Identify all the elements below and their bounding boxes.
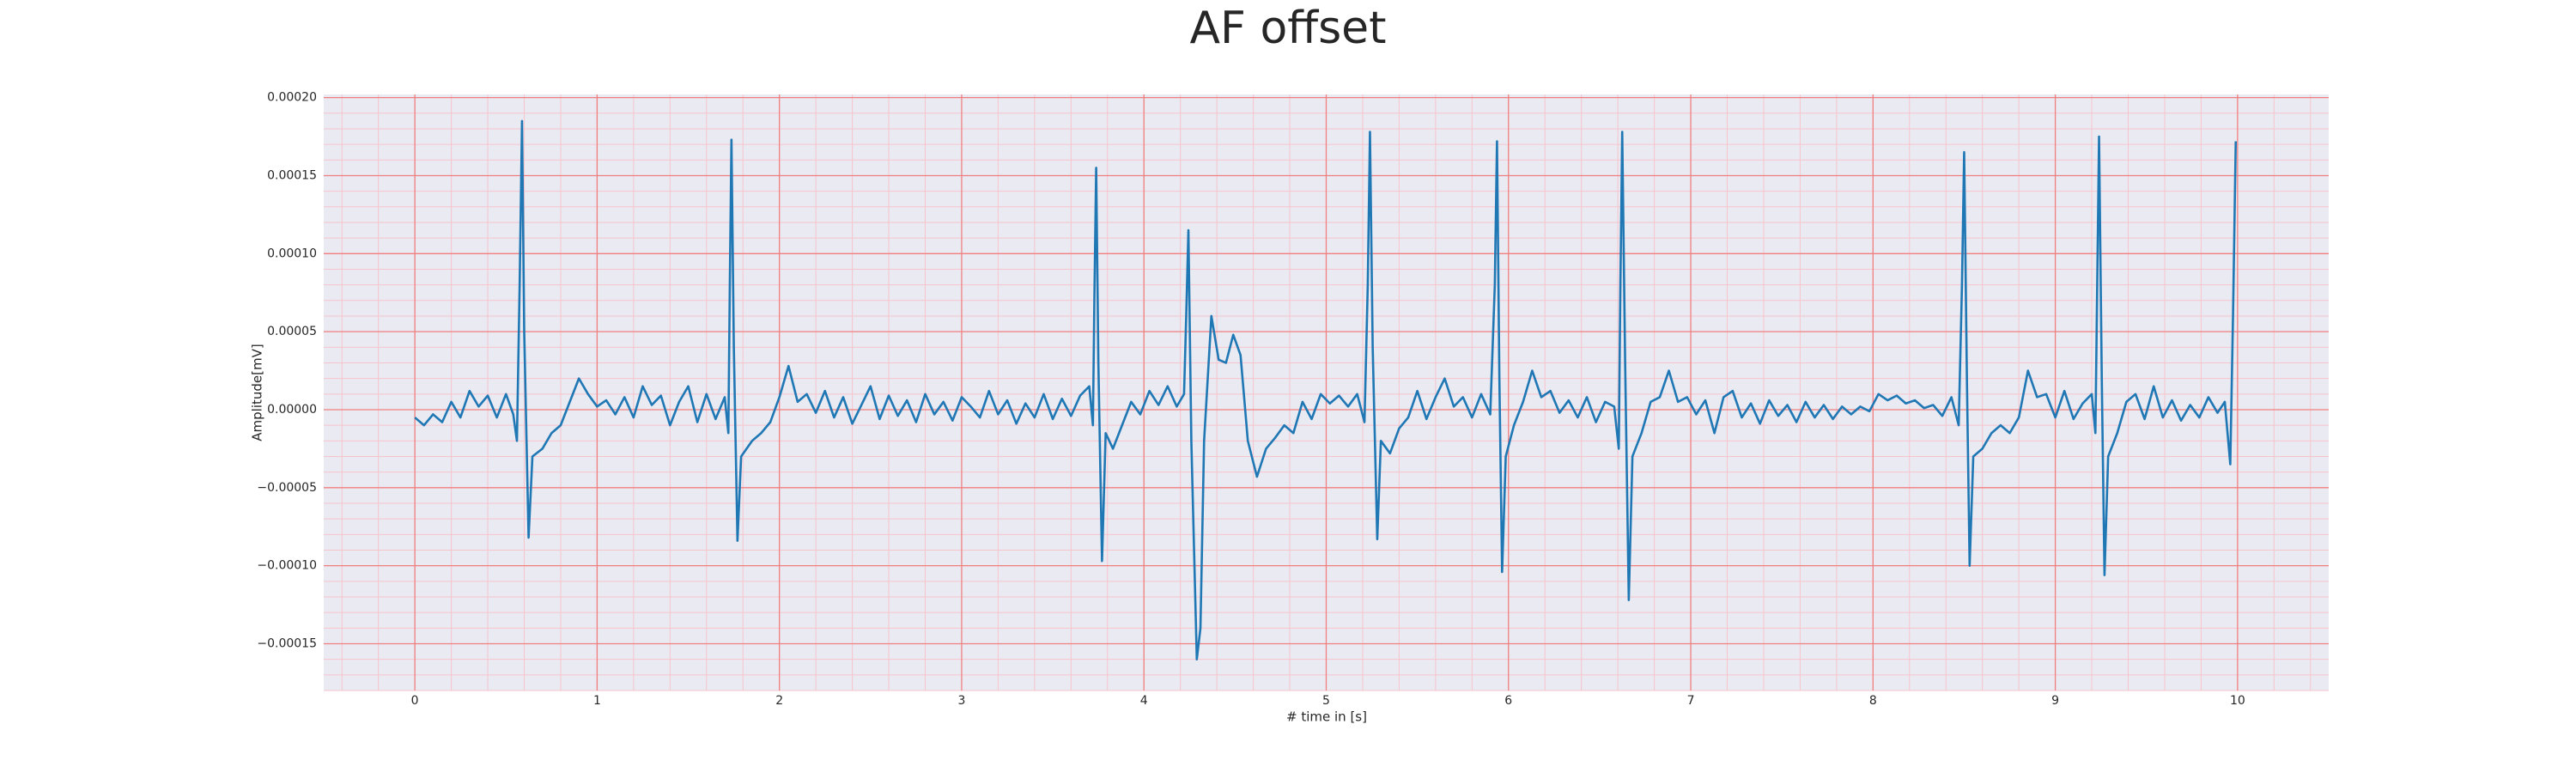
- x-tick-label: 7: [1687, 694, 1695, 708]
- y-tick-label: −0.00010: [257, 559, 317, 573]
- y-tick-label: 0.00000: [267, 403, 317, 417]
- x-tick-label: 9: [2051, 694, 2059, 708]
- line-series: [414, 119, 2238, 660]
- x-tick-label: 1: [593, 694, 601, 708]
- y-axis-label: Amplitude[mV]: [250, 344, 265, 441]
- x-tick-label: 10: [2230, 694, 2245, 708]
- y-tick-label: 0.00020: [267, 91, 317, 105]
- x-tick-label: 2: [775, 694, 783, 708]
- x-tick-label: 5: [1322, 694, 1330, 708]
- y-tick-label: 0.00010: [267, 247, 317, 260]
- y-tick-label: −0.00005: [257, 481, 317, 495]
- chart-title: AF offset: [1189, 3, 1386, 54]
- y-tick-label: 0.00005: [267, 325, 317, 338]
- x-tick-label: 0: [411, 694, 419, 708]
- x-tick-label: 3: [957, 694, 965, 708]
- y-tick-label: 0.00015: [267, 168, 317, 182]
- x-tick-label: 4: [1140, 694, 1148, 708]
- x-tick-label: 8: [1869, 694, 1877, 708]
- x-tick-label: 6: [1504, 694, 1512, 708]
- y-tick-label: −0.00015: [257, 636, 317, 650]
- x-axis-label: # time in [s]: [1286, 709, 1367, 725]
